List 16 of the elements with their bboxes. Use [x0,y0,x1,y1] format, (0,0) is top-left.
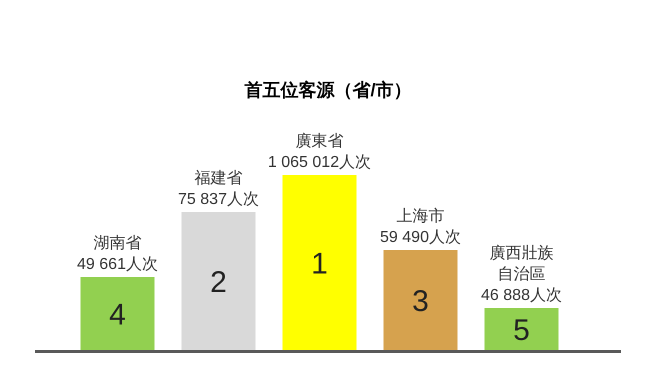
category-label: 湖南省 [94,234,142,252]
text: 2 [210,266,227,299]
text: 1 [311,248,328,280]
category-label: 廣西壯族自治區 [490,244,554,283]
data-label: 75 837人次 [178,191,259,208]
text: 5 [513,314,530,347]
text: 首五位客源（省/市） [243,80,412,100]
text: 3 [412,285,429,318]
data-label: 1 065 012人次 [268,154,372,171]
category-label: 福建省 [194,169,242,187]
text: 4 [109,298,126,332]
data-label: 46 888人次 [481,287,562,304]
category-label: 上海市 [396,207,444,225]
data-label: 59 490人次 [380,229,461,246]
data-label: 49 661人次 [77,256,158,273]
category-label: 廣東省 [296,132,344,150]
